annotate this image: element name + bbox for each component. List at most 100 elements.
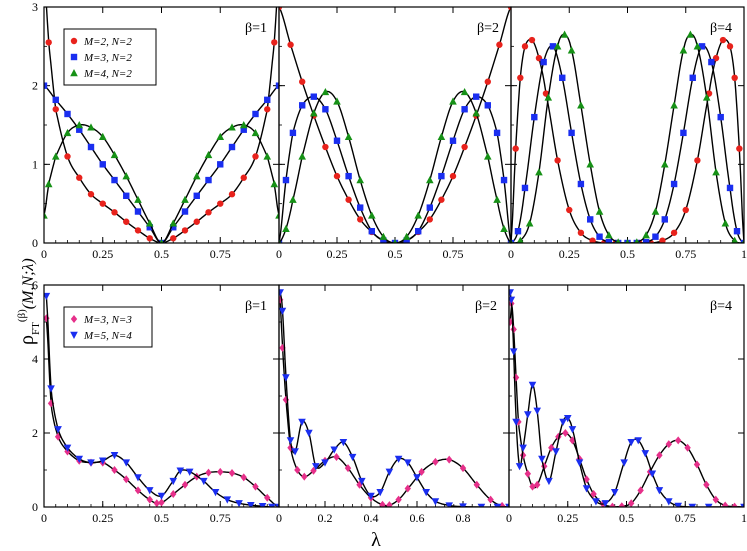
- beta-label: β=2: [477, 21, 499, 36]
- data-point: [689, 74, 696, 81]
- data-point: [515, 463, 524, 471]
- x-tick-label: 0.75: [210, 247, 231, 261]
- data-point: [566, 206, 573, 214]
- data-point: [736, 145, 743, 152]
- data-point: [279, 7, 283, 11]
- data-point: [722, 501, 729, 507]
- data-point: [44, 211, 48, 219]
- data-point: [587, 216, 594, 223]
- data-point: [380, 237, 387, 243]
- x-tick-label: 0: [41, 247, 47, 261]
- data-point: [559, 74, 566, 81]
- data-point: [386, 501, 393, 507]
- plot-frame: [510, 6, 745, 244]
- data-point: [204, 150, 213, 159]
- series-line: [511, 38, 744, 243]
- data-point: [459, 503, 467, 507]
- x-tick-label: 0.25: [557, 511, 578, 525]
- data-point: [99, 161, 106, 168]
- data-point: [298, 418, 306, 426]
- data-point: [228, 143, 236, 151]
- data-point: [44, 82, 48, 89]
- data-point: [211, 489, 220, 497]
- data-point: [200, 477, 208, 486]
- series: [511, 36, 744, 243]
- series-line: [44, 85, 279, 243]
- data-point: [322, 106, 329, 113]
- legend: M=3, N=3 M=5, N=4: [63, 306, 153, 348]
- plot-frame: [508, 284, 745, 508]
- data-point: [240, 174, 247, 181]
- x-tick-label: 1: [741, 247, 747, 261]
- series: [279, 7, 511, 243]
- data-point: [282, 176, 290, 184]
- series-line: [279, 292, 509, 507]
- data-point: [712, 168, 720, 176]
- data-point: [670, 180, 678, 188]
- data-point: [170, 235, 177, 242]
- data-point: [521, 184, 529, 192]
- beta-label: β=2: [475, 299, 497, 314]
- data-point: [157, 492, 166, 500]
- data-point: [682, 206, 689, 214]
- data-point: [279, 307, 287, 315]
- plot-frame: [278, 6, 512, 244]
- x-tick-label: 0.25: [92, 247, 113, 261]
- data-point: [615, 238, 621, 243]
- data-point: [670, 101, 678, 109]
- data-point: [592, 498, 600, 506]
- data-point: [529, 482, 536, 491]
- data-point: [740, 503, 744, 507]
- data-point: [510, 325, 517, 334]
- data-point: [111, 176, 118, 184]
- data-point: [437, 132, 446, 140]
- data-point: [258, 503, 267, 507]
- data-point: [726, 43, 734, 50]
- data-point: [345, 196, 352, 203]
- data-point: [111, 466, 118, 474]
- beta-label: β=4: [710, 299, 732, 314]
- data-point: [299, 78, 306, 85]
- data-point: [185, 468, 194, 476]
- data-point: [344, 464, 352, 473]
- x-tick-label: 0: [276, 511, 282, 525]
- beta-label: β=1: [245, 299, 267, 314]
- data-point: [461, 106, 468, 113]
- chart-panel: 0 0.25 0.5 0.75 1 β=4: [506, 284, 747, 525]
- legend-marker: [70, 69, 78, 77]
- data-point: [264, 493, 271, 502]
- data-point: [268, 503, 276, 507]
- chart-panel: 0 0.25 0.5 0.75 0 2 4 6 β=1 M=3, N=3 M=5, N=4: [32, 278, 280, 525]
- data-point: [52, 96, 59, 104]
- data-point: [679, 46, 688, 54]
- data-point: [426, 204, 433, 211]
- legend-label: M=3, N=2: [83, 52, 132, 64]
- data-point: [577, 180, 585, 188]
- data-point: [205, 209, 212, 216]
- data-point: [656, 451, 663, 460]
- series: [511, 43, 744, 243]
- x-tick-label: 0.6: [410, 511, 425, 525]
- data-point: [98, 457, 107, 465]
- data-point: [540, 58, 547, 66]
- data-point: [146, 224, 153, 231]
- data-point: [659, 237, 666, 243]
- legend-marker: [70, 315, 78, 323]
- data-point: [438, 172, 445, 180]
- data-point: [75, 455, 84, 463]
- data-point: [693, 42, 702, 50]
- x-tick-label: 0.5: [619, 511, 634, 525]
- data-point: [415, 228, 422, 235]
- x-tick-label: 0: [506, 511, 512, 525]
- data-point: [601, 500, 610, 507]
- data-point: [569, 436, 576, 445]
- data-point: [63, 128, 72, 137]
- x-tick-label: 0.25: [92, 511, 113, 525]
- data-point: [731, 236, 739, 243]
- data-point: [264, 96, 271, 104]
- beta-label: β=4: [710, 21, 732, 36]
- data-point: [169, 477, 178, 486]
- data-point: [637, 486, 644, 495]
- data-point: [404, 459, 412, 467]
